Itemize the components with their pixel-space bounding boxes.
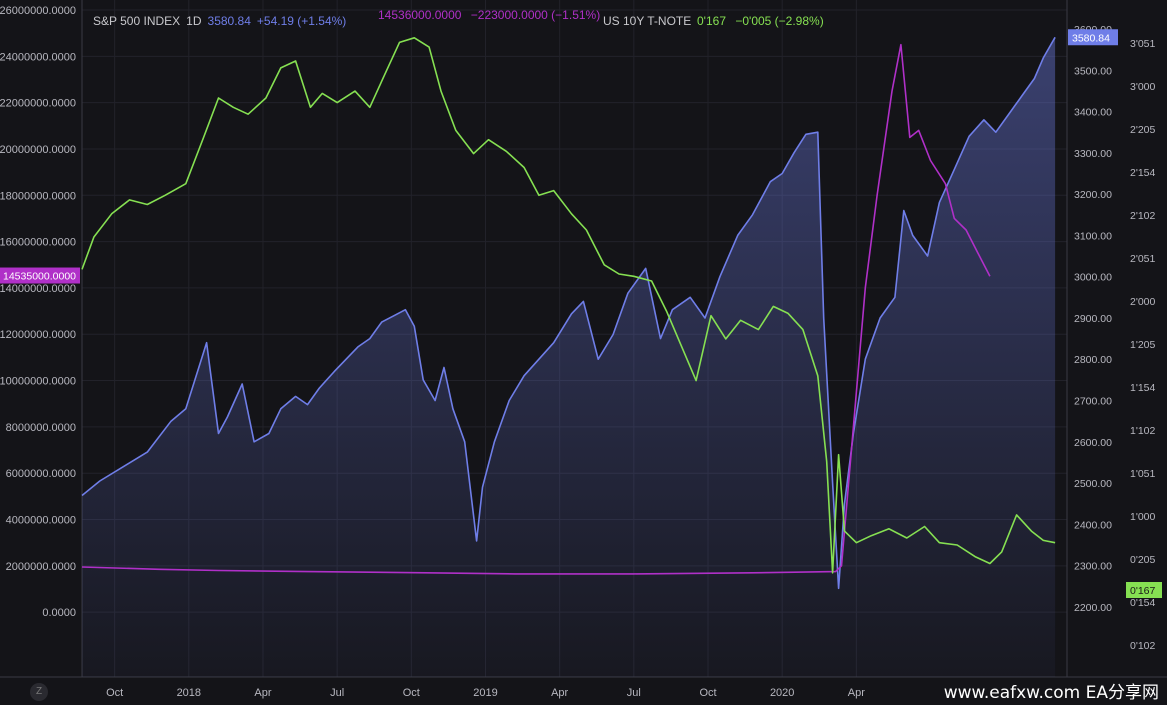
- right-tn-tick-label: 3'051: [1130, 38, 1156, 50]
- magenta-last-badge: [0, 267, 80, 284]
- magenta-series-values: 14536000.0000 −223000.0000 (−1.51%): [378, 8, 606, 22]
- left-tick-label: 16000000.0000: [0, 237, 76, 249]
- x-tick-label: Apr: [254, 687, 271, 699]
- sp-last-badge: [1068, 29, 1118, 46]
- left-tick-label: 12000000.0000: [0, 329, 76, 341]
- left-tick-label: 26000000.0000: [0, 5, 76, 17]
- left-tick-label: 4000000.0000: [6, 515, 76, 527]
- x-tick-label: 2019: [473, 687, 497, 699]
- right-tn-tick-label: 3'000: [1130, 81, 1156, 93]
- right-tn-tick-label: 1'000: [1130, 511, 1156, 523]
- x-tick-label: 2018: [177, 687, 201, 699]
- left-tick-label: 22000000.0000: [0, 98, 76, 110]
- right-sp-tick-label: 2200.00: [1074, 602, 1112, 614]
- tn-last-badge: [1126, 582, 1162, 598]
- right-tn-tick-label: 2'000: [1130, 296, 1156, 308]
- left-tick-label: 0.0000: [42, 607, 76, 619]
- x-tick-label: Oct: [699, 687, 716, 699]
- legend: S&P 500 INDEX 1D 3580.84 +54.19 (+1.54%)…: [93, 8, 824, 28]
- left-tick-label: 14000000.0000: [0, 283, 76, 295]
- x-tick-label: Jul: [627, 687, 641, 699]
- left-tick-label: 8000000.0000: [6, 422, 76, 434]
- right-tn-tick-label: 1'154: [1130, 382, 1156, 394]
- tradingview-logo-icon: Z: [30, 683, 48, 701]
- right-sp-tick-label: 2700.00: [1074, 396, 1112, 408]
- right-tn-tick-label: 1'205: [1130, 339, 1156, 351]
- x-tick-label: Oct: [403, 687, 420, 699]
- right-tn-tick-label: 2'154: [1130, 167, 1156, 179]
- tn-series-values: 0'167 −0'005 (−2.98%): [697, 14, 830, 28]
- x-tick-label: 2020: [770, 687, 794, 699]
- tn-price: 0'167: [697, 14, 726, 28]
- right-sp-tick-label: 3500.00: [1074, 65, 1112, 77]
- left-tick-label: 2000000.0000: [6, 561, 76, 573]
- series-line-magenta: [81, 43, 991, 575]
- tn-change: −0'005 (−2.98%): [735, 14, 824, 28]
- right-tn-tick-label: 2'051: [1130, 253, 1156, 265]
- right-sp-tick-label: 2400.00: [1074, 519, 1112, 531]
- tn-last-badge-label: 0'167: [1130, 585, 1156, 597]
- right-sp-tick-label: 2600.00: [1074, 437, 1112, 449]
- right-sp-tick-label: 3300.00: [1074, 148, 1112, 160]
- right-sp-tick-label: 2500.00: [1074, 478, 1112, 490]
- right-sp-tick-label: 2900.00: [1074, 313, 1112, 325]
- magenta-last-badge-label: 14535000.0000: [3, 271, 76, 283]
- left-tick-label: 18000000.0000: [0, 190, 76, 202]
- x-tick-label: Jul: [330, 687, 344, 699]
- right-tn-tick-label: 0'154: [1130, 597, 1156, 609]
- right-tn-tick-label: 1'102: [1130, 425, 1156, 437]
- right-tn-tick-label: 2'205: [1130, 124, 1156, 136]
- right-tn-tick-label: 1'051: [1130, 468, 1156, 480]
- right-sp-tick-label: 2800.00: [1074, 354, 1112, 366]
- interval-label[interactable]: 1D: [186, 14, 202, 28]
- magenta-change: −223000.0000 (−1.51%): [470, 8, 601, 22]
- right-sp-tick-label: 2300.00: [1074, 561, 1112, 573]
- right-sp-tick-label: 3200.00: [1074, 189, 1112, 201]
- magenta-price: 14536000.0000: [378, 8, 462, 22]
- tn-series-name: US 10Y T-NOTE: [603, 14, 692, 28]
- x-tick-label: Apr: [551, 687, 568, 699]
- right-sp-tick-label: 3100.00: [1074, 230, 1112, 242]
- x-tick-label: Oct: [106, 687, 123, 699]
- right-sp-tick-label: 3000.00: [1074, 272, 1112, 284]
- sp-last-badge-label: 3580.84: [1072, 32, 1110, 44]
- left-tick-label: 20000000.0000: [0, 144, 76, 156]
- series-line-sp500: [81, 36, 1056, 590]
- sp-price: 3580.84: [207, 14, 251, 28]
- right-tn-tick-label: 0'205: [1130, 554, 1156, 566]
- right-sp-tick-label: 3400.00: [1074, 107, 1112, 119]
- x-tick-label: Apr: [848, 687, 865, 699]
- sp500-area-fill: [82, 37, 1056, 678]
- series-line-tnote: [81, 37, 1056, 574]
- left-tick-label: 6000000.0000: [6, 468, 76, 480]
- right-tn-tick-label: 2'102: [1130, 210, 1156, 222]
- sp-series-name: S&P 500 INDEX: [93, 14, 181, 28]
- left-tick-label: 10000000.0000: [0, 376, 76, 388]
- left-tick-label: 24000000.0000: [0, 51, 76, 63]
- watermark: www.eafxw.com EA分享网: [943, 683, 1159, 703]
- right-tn-tick-label: 0'102: [1130, 640, 1156, 652]
- sp-change: +54.19 (+1.54%): [256, 14, 347, 28]
